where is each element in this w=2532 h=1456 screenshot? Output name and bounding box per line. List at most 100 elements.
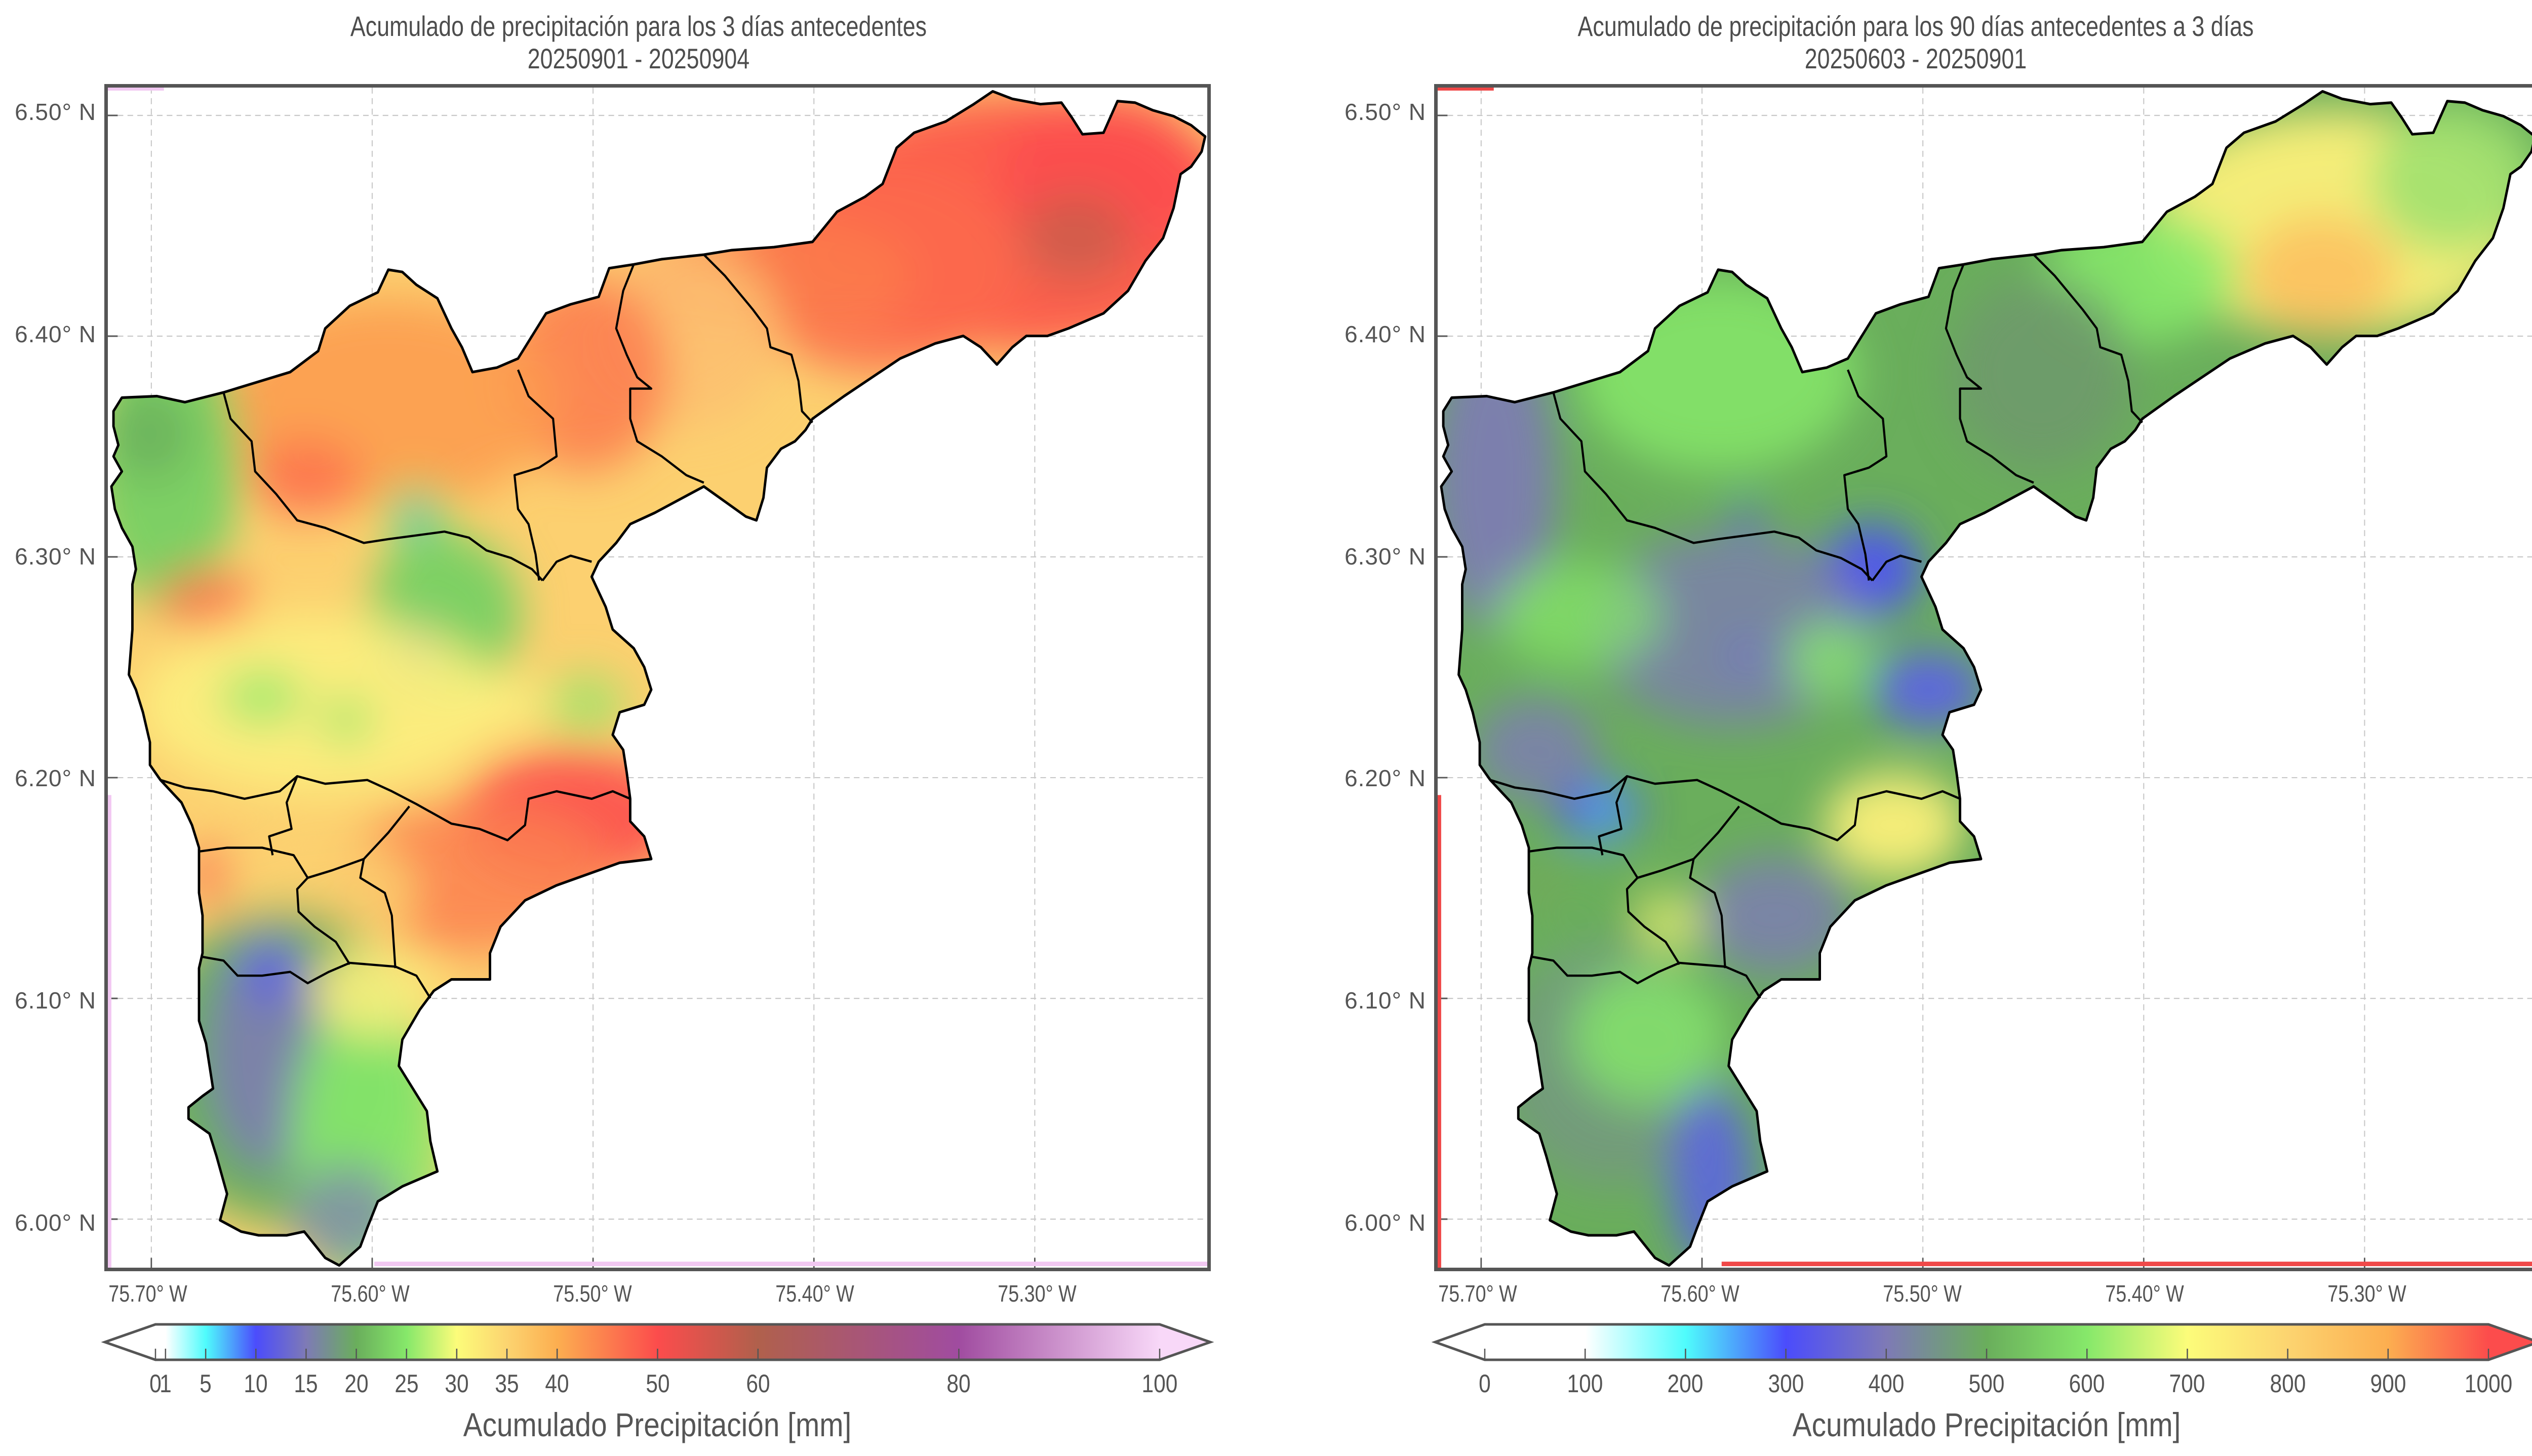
sub-basin-boundary [615, 264, 704, 484]
colorbar-tick-label: 5 [200, 1369, 212, 1398]
x-tick-label: 75.70° W [1438, 1280, 1518, 1307]
y-tick-label: 6.50° N [1344, 99, 1426, 126]
right-colorbar [1431, 1319, 2532, 1365]
sub-basin-boundary [541, 554, 592, 582]
sub-basin-boundary [1689, 859, 1726, 968]
colorbar-tick-label: 500 [1968, 1369, 2005, 1398]
field-patch [136, 614, 501, 795]
sub-basin-boundary [268, 776, 298, 856]
y-tick-label: 6.00° N [1344, 1209, 1426, 1236]
y-tick-label: 6.20° N [15, 765, 96, 792]
sub-basin-boundary [1490, 775, 1961, 841]
y-tick-label: 6.50° N [15, 99, 96, 126]
colorbar-over-arrow [2488, 1324, 2532, 1360]
colorbar-tick-label: 300 [1768, 1369, 1804, 1398]
basin-outline [110, 90, 1207, 1267]
colorbar-tick-label: 20 [344, 1369, 369, 1398]
field-patch [156, 569, 255, 630]
x-tick-label: 75.50° W [553, 1280, 632, 1307]
right-title-line1: Acumulado de precipitación para los 90 d… [1577, 10, 2254, 42]
x-tick-label: 75.40° W [775, 1280, 855, 1307]
field-patch [248, 441, 361, 517]
map-canvas [1438, 88, 2532, 1268]
field-patch [405, 507, 428, 529]
field-patch [1019, 193, 1132, 284]
y-tick-label: 6.10° N [1344, 987, 1426, 1014]
x-tick-label: 75.60° W [1660, 1280, 1740, 1307]
x-tick-label: 75.60° W [331, 1280, 410, 1307]
colorbar-tick-label: 1 [160, 1369, 172, 1398]
field-patch [1515, 855, 1641, 976]
colorbar-under-arrow [105, 1324, 155, 1360]
edge-strip [108, 88, 164, 91]
sub-basin-boundary [1945, 264, 2034, 484]
edge-strip [1438, 795, 1441, 1268]
colorbar-tick-label: 0 [149, 1369, 162, 1398]
sub-basin-boundary [1552, 392, 1873, 582]
field-patch [1872, 652, 1985, 727]
field-patch [1571, 968, 1725, 1104]
colorbar-tick-label: 600 [2069, 1369, 2105, 1398]
field-patch [1697, 855, 1851, 976]
field-patch [2244, 215, 2398, 336]
sub-basin-boundary [513, 369, 558, 581]
y-tick-label: 6.30° N [15, 543, 96, 570]
right-map-title: Acumulado de precipitación para los 90 d… [1277, 10, 2532, 75]
field-patch [290, 1163, 403, 1266]
colorbar-tick-label: 0 [1479, 1369, 1491, 1398]
field-patch [311, 945, 438, 1036]
sub-basin-boundary [703, 254, 813, 424]
right-title-line2: 20250603 - 20250901 [1804, 43, 2027, 74]
x-tick-label: 75.50° W [1883, 1280, 1962, 1307]
y-tick-label: 6.00° N [15, 1209, 96, 1236]
field-patch [1592, 801, 1617, 822]
colorbar-tick-label: 700 [2169, 1369, 2205, 1398]
basin-outline [1440, 90, 2532, 1267]
left-panel: Acumulado de precipitación para los 3 dí… [350, 10, 927, 74]
field-patch [2370, 102, 2532, 254]
colorbar-tick-label: 10 [244, 1369, 268, 1398]
field-patch [1788, 622, 1873, 698]
y-tick-label: 6.20° N [1344, 765, 1426, 792]
colorbar-tick-label: 30 [445, 1369, 469, 1398]
colorbar-tick-label: 100 [1141, 1369, 1178, 1398]
edge-strip [1438, 88, 1494, 91]
y-tick-label: 6.10° N [15, 987, 96, 1014]
x-tick-label: 75.30° W [998, 1280, 1077, 1307]
colorbar-over-arrow [1160, 1324, 1210, 1360]
colorbar-tick-label: 800 [2270, 1369, 2306, 1398]
colorbar-tick-label: 15 [294, 1369, 319, 1398]
field-patch [220, 671, 304, 724]
field-patch [1473, 697, 1599, 803]
left-colorbar-label: Acumulado Precipitación [mm] [463, 1406, 852, 1443]
field-patch [542, 674, 627, 735]
edge-strip [1721, 1262, 2532, 1267]
colorbar-tick-label: 40 [545, 1369, 569, 1398]
edge-strip [374, 1262, 1207, 1267]
right-colorbar-label: Acumulado Precipitación [mm] [1792, 1406, 2181, 1443]
sub-basin-boundary [359, 859, 397, 968]
sub-basin-boundary [160, 775, 631, 841]
sub-basin-boundary [1871, 554, 1922, 582]
field-patch [1733, 506, 1759, 531]
field-patch [1634, 893, 1705, 953]
field-patch [1949, 275, 2132, 472]
sub-basin-boundary [1843, 369, 1888, 581]
colorbar-tick-label: 900 [2370, 1369, 2406, 1398]
field-patch [111, 388, 192, 479]
sub-basin-boundary [222, 392, 543, 582]
sub-basin-boundary [296, 877, 351, 965]
y-tick-label: 6.40° N [1344, 320, 1426, 347]
field-patch [318, 697, 375, 743]
right-map-frame [1434, 84, 2532, 1271]
x-tick-label: 75.30° W [2327, 1280, 2406, 1307]
colorbar-tick-label: 35 [495, 1369, 519, 1398]
colorbar-tick-label: 400 [1868, 1369, 1905, 1398]
left-title-line1: Acumulado de precipitación para los 3 dí… [350, 10, 927, 42]
sub-basin-boundary [1532, 955, 1761, 999]
edge-strip [108, 795, 111, 1268]
field-patch [451, 674, 550, 735]
colorbar-tick-label: 60 [746, 1369, 770, 1398]
colorbar-tick-label: 100 [1567, 1369, 1603, 1398]
right-panel: Acumulado de precipitación para los 90 d… [1277, 0, 2532, 1456]
